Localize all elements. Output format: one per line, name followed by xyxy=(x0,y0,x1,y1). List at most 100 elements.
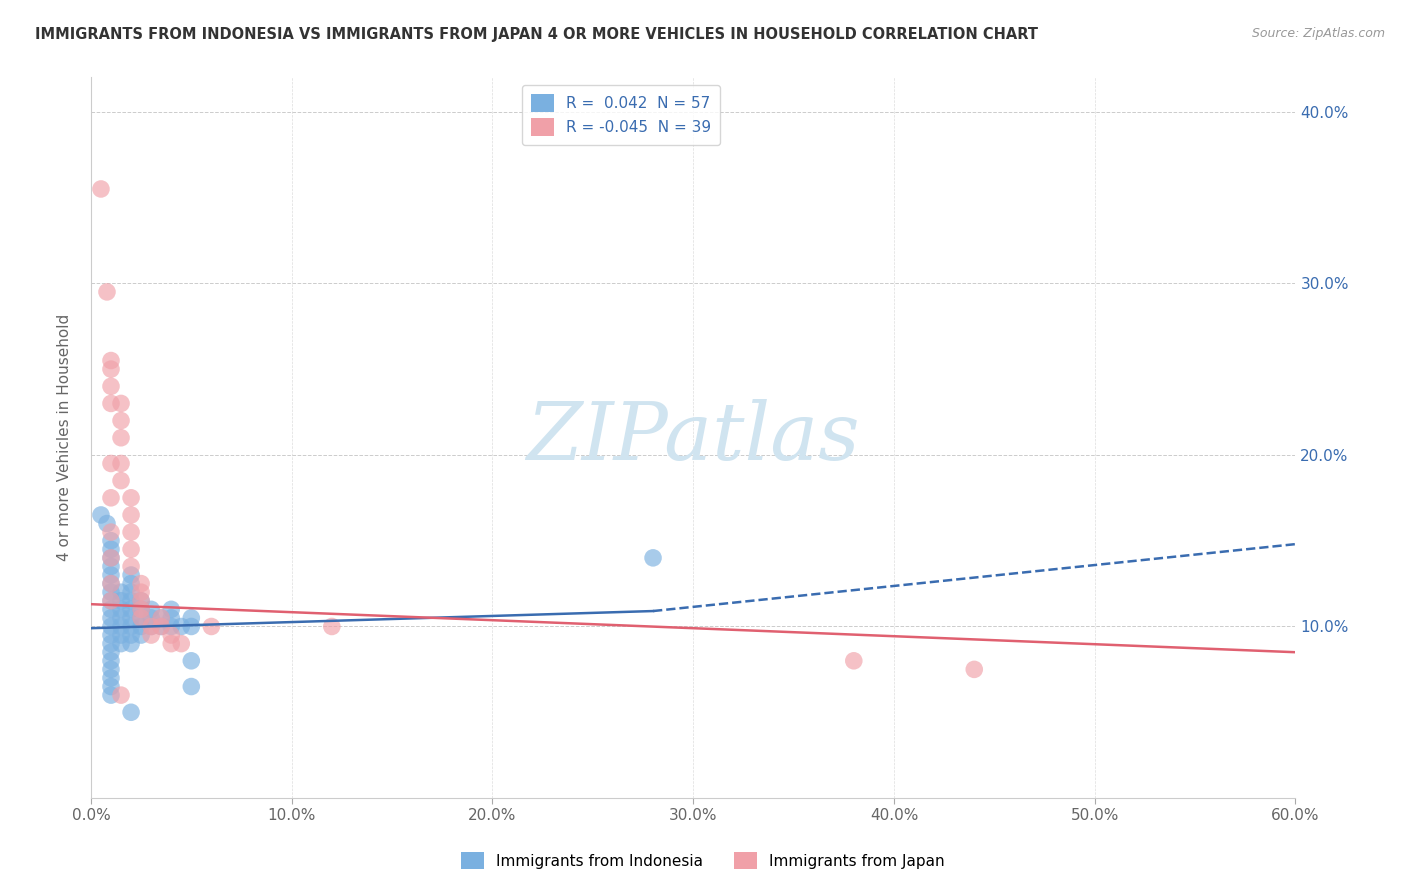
Point xyxy=(100,585,122,599)
Point xyxy=(120,611,142,625)
Point xyxy=(100,645,122,659)
Text: IMMIGRANTS FROM INDONESIA VS IMMIGRANTS FROM JAPAN 4 OR MORE VEHICLES IN HOUSEHO: IMMIGRANTS FROM INDONESIA VS IMMIGRANTS … xyxy=(35,27,1038,42)
Point xyxy=(129,593,152,607)
Point xyxy=(120,559,142,574)
Point xyxy=(120,706,142,720)
Point xyxy=(100,576,122,591)
Point xyxy=(141,611,163,625)
Point xyxy=(100,619,122,633)
Point xyxy=(100,662,122,676)
Point xyxy=(160,611,183,625)
Point xyxy=(110,593,132,607)
Point xyxy=(141,602,163,616)
Point xyxy=(100,611,122,625)
Point xyxy=(100,593,122,607)
Point xyxy=(129,593,152,607)
Point xyxy=(160,637,183,651)
Point xyxy=(100,550,122,565)
Point xyxy=(100,542,122,557)
Point xyxy=(96,285,118,299)
Point xyxy=(170,619,193,633)
Point xyxy=(180,619,202,633)
Point xyxy=(129,611,152,625)
Point xyxy=(129,619,152,633)
Point xyxy=(120,568,142,582)
Point xyxy=(110,688,132,702)
Point xyxy=(129,611,152,625)
Point xyxy=(120,602,142,616)
Point xyxy=(120,542,142,557)
Point xyxy=(180,611,202,625)
Point xyxy=(129,602,152,616)
Point xyxy=(100,491,122,505)
Point xyxy=(110,628,132,642)
Point xyxy=(150,619,173,633)
Point xyxy=(170,637,193,651)
Legend: Immigrants from Indonesia, Immigrants from Japan: Immigrants from Indonesia, Immigrants fr… xyxy=(456,846,950,875)
Point xyxy=(141,628,163,642)
Point xyxy=(100,559,122,574)
Point xyxy=(100,628,122,642)
Point xyxy=(120,585,142,599)
Point xyxy=(100,576,122,591)
Point xyxy=(141,619,163,633)
Point xyxy=(100,525,122,540)
Point xyxy=(110,457,132,471)
Point xyxy=(129,602,152,616)
Point xyxy=(110,602,132,616)
Point xyxy=(150,611,173,625)
Text: ZIPatlas: ZIPatlas xyxy=(526,399,860,476)
Point xyxy=(160,619,183,633)
Point xyxy=(200,619,222,633)
Point xyxy=(180,654,202,668)
Point xyxy=(110,414,132,428)
Point xyxy=(100,671,122,685)
Point xyxy=(100,550,122,565)
Point xyxy=(120,593,142,607)
Point xyxy=(96,516,118,531)
Point xyxy=(120,637,142,651)
Point xyxy=(150,611,173,625)
Legend: R =  0.042  N = 57, R = -0.045  N = 39: R = 0.042 N = 57, R = -0.045 N = 39 xyxy=(522,85,720,145)
Point xyxy=(141,619,163,633)
Point xyxy=(110,396,132,410)
Point xyxy=(100,396,122,410)
Point xyxy=(150,619,173,633)
Point xyxy=(110,474,132,488)
Y-axis label: 4 or more Vehicles in Household: 4 or more Vehicles in Household xyxy=(58,314,72,561)
Point xyxy=(100,353,122,368)
Point xyxy=(100,457,122,471)
Point xyxy=(100,688,122,702)
Point xyxy=(180,680,202,694)
Point xyxy=(110,585,132,599)
Point xyxy=(90,508,112,522)
Point xyxy=(129,628,152,642)
Point xyxy=(963,662,986,676)
Point xyxy=(100,362,122,376)
Point xyxy=(120,508,142,522)
Point xyxy=(110,637,132,651)
Point xyxy=(120,525,142,540)
Point xyxy=(129,576,152,591)
Point xyxy=(100,654,122,668)
Point xyxy=(641,550,664,565)
Point xyxy=(100,602,122,616)
Point xyxy=(120,491,142,505)
Point xyxy=(120,576,142,591)
Point xyxy=(100,568,122,582)
Point xyxy=(129,585,152,599)
Point xyxy=(110,619,132,633)
Point xyxy=(321,619,343,633)
Point xyxy=(90,182,112,196)
Point xyxy=(842,654,865,668)
Point xyxy=(100,680,122,694)
Point xyxy=(120,619,142,633)
Point xyxy=(100,593,122,607)
Text: Source: ZipAtlas.com: Source: ZipAtlas.com xyxy=(1251,27,1385,40)
Point xyxy=(120,628,142,642)
Point xyxy=(100,637,122,651)
Point xyxy=(160,602,183,616)
Point xyxy=(100,379,122,393)
Point xyxy=(110,611,132,625)
Point xyxy=(100,533,122,548)
